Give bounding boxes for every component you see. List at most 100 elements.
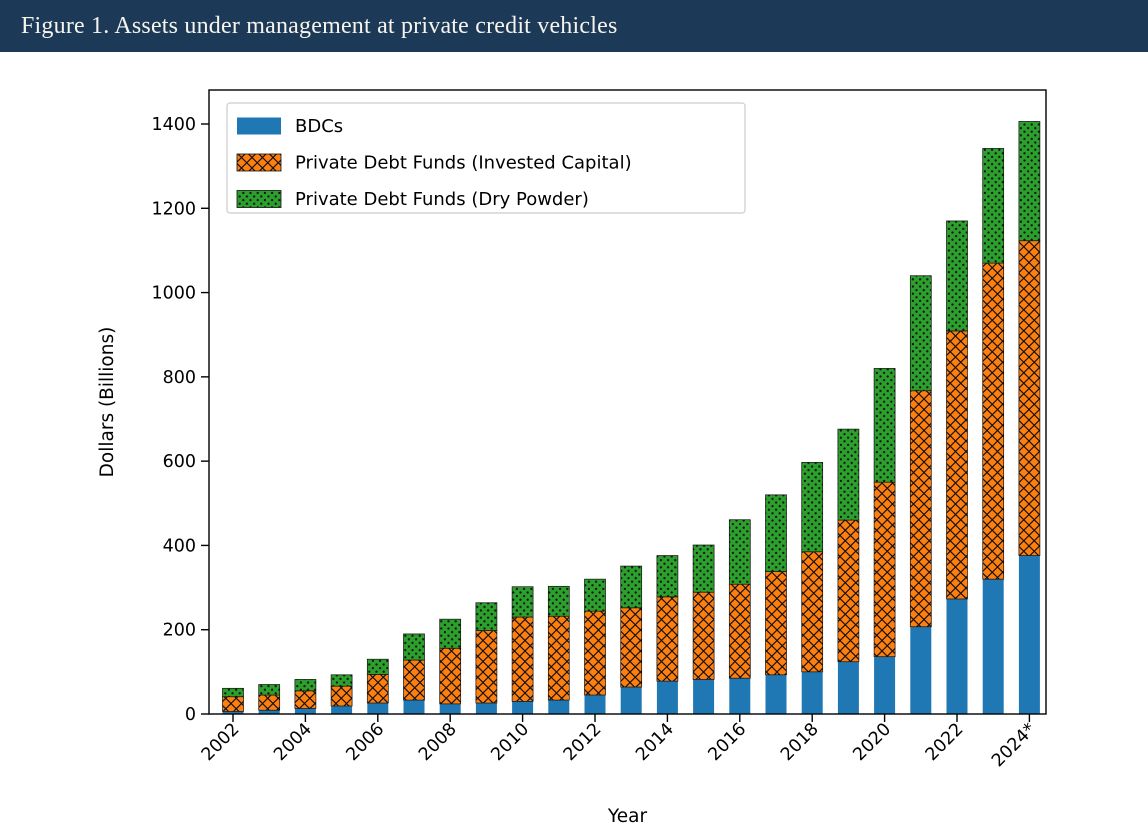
bar-2018 [801, 462, 824, 714]
bar-segment-hatch [728, 583, 751, 679]
bar-segment-hatch [547, 615, 570, 701]
bar-2013 [620, 565, 643, 714]
y-tick-label: 0 [185, 705, 196, 725]
bar-segment-hatch [656, 555, 679, 598]
bar-segment-hatch [692, 544, 715, 593]
bar-segment-hatch [1018, 240, 1041, 556]
bar-segment-hatch [366, 674, 389, 704]
bar-2024* [1018, 121, 1041, 714]
y-tick-label: 800 [163, 368, 196, 388]
legend-label: BDCs [295, 116, 343, 137]
bar-segment [693, 679, 715, 714]
x-tick-label: 2022 [922, 719, 968, 765]
bar-2016 [728, 519, 751, 714]
bar-2021 [909, 275, 932, 714]
bar-segment [294, 708, 316, 714]
bar-segment-hatch [403, 659, 425, 701]
bar-2011 [547, 585, 570, 714]
y-axis: 0 200 400 600 800 1000 1200 1400 [151, 115, 209, 725]
y-tick-label: 1200 [151, 199, 196, 219]
x-tick-label: 2014 [632, 719, 678, 765]
y-tick-label: 600 [163, 452, 196, 472]
plot-frame [208, 89, 1047, 715]
figure-title: Figure 1. Assets under management at pri… [21, 12, 618, 39]
bar-2023 [982, 148, 1005, 714]
bar-segment [584, 695, 606, 714]
bar-segment [729, 678, 751, 714]
bar-segment [475, 703, 497, 714]
bar-2007 [403, 633, 425, 714]
bar-2014 [656, 555, 679, 714]
x-tick-label: 2018 [777, 719, 823, 765]
bars-group [222, 121, 1041, 714]
bar-segment-hatch [330, 674, 353, 687]
bar-segment-hatch [403, 633, 425, 661]
figure-header: Figure 1. Assets under management at pri… [0, 0, 1148, 52]
bar-segment-hatch [765, 494, 787, 572]
x-tick-label: 2024* [988, 719, 1040, 771]
bar-2022 [946, 220, 968, 714]
bar-segment [403, 700, 425, 714]
bar-segment-hatch [475, 630, 498, 704]
bar-segment [946, 598, 968, 714]
x-tick-label: 2006 [343, 719, 389, 765]
bar-segment-hatch [620, 607, 643, 688]
bar-segment-hatch [909, 390, 932, 628]
bar-2012 [584, 578, 606, 714]
bar-segment-hatch [982, 148, 1005, 264]
bar-segment [367, 703, 389, 714]
legend-swatch [237, 117, 281, 135]
bar-segment-hatch [511, 616, 534, 702]
bar-2019 [837, 428, 860, 714]
y-tick-label: 1000 [151, 284, 196, 304]
bar-segment [837, 661, 859, 714]
legend-label: Private Debt Funds (Invested Capital) [295, 153, 632, 174]
y-tick-label: 400 [163, 536, 196, 556]
bar-segment [656, 681, 678, 714]
bar-segment [331, 705, 353, 714]
bar-segment-hatch [982, 262, 1005, 580]
bar-segment-hatch [946, 220, 968, 332]
bar-segment-hatch [511, 586, 534, 618]
bar-2020 [873, 368, 896, 714]
x-tick-label: 2002 [198, 719, 244, 765]
y-tick-label: 200 [163, 621, 196, 641]
bar-2002 [222, 687, 244, 714]
bar-2005 [330, 674, 353, 714]
bar-segment-hatch [946, 330, 968, 600]
x-axis: 2002 2004 2006 2008 2010 2012 2014 2016 2018 2020… [198, 714, 1040, 771]
legend-swatch-hatch [236, 190, 282, 208]
bar-segment-hatch [330, 685, 353, 707]
bar-segment-hatch [620, 565, 643, 609]
bar-2010 [511, 586, 534, 714]
bar-segment [1018, 555, 1040, 714]
bar-2009 [475, 602, 498, 714]
x-tick-label: 2008 [415, 719, 461, 765]
bar-segment-hatch [765, 571, 787, 676]
bar-segment-hatch [222, 696, 244, 712]
legend-label: Private Debt Funds (Dry Powder) [295, 189, 589, 210]
bar-segment [620, 687, 642, 714]
x-axis-title: Year [607, 806, 648, 827]
x-tick-label: 2010 [487, 719, 533, 765]
bar-2004 [294, 679, 317, 714]
bar-segment-hatch [258, 694, 281, 711]
x-tick-label: 2016 [705, 719, 751, 765]
bar-segment [801, 671, 823, 714]
bar-segment-hatch [1018, 121, 1041, 242]
bar-2006 [366, 658, 389, 714]
legend-swatch-hatch [236, 153, 282, 172]
bar-segment-hatch [547, 585, 570, 617]
legend-box [226, 102, 746, 214]
bar-segment-hatch [222, 687, 244, 698]
legend: BDCs Private Debt Funds (Invested Capital… [226, 102, 746, 214]
bar-segment [222, 711, 244, 714]
bar-segment [765, 674, 787, 714]
bar-segment-hatch [439, 647, 462, 705]
bar-2017 [765, 494, 787, 714]
bar-segment-hatch [439, 618, 462, 649]
x-tick-label: 2012 [560, 719, 606, 765]
